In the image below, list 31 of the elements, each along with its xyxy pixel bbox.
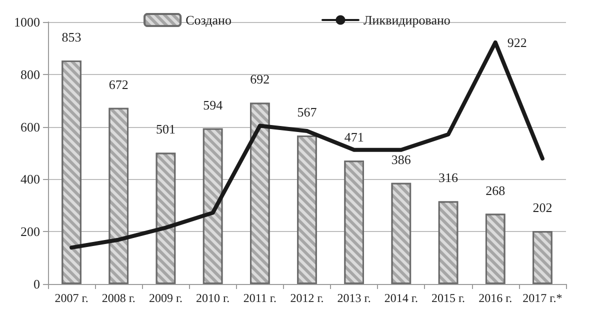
- data-label: 692: [250, 72, 270, 87]
- x-tick-label: 2016 г.: [478, 291, 512, 305]
- x-tick-label: 2008 г.: [102, 291, 136, 305]
- y-tick-label: 1000: [14, 14, 40, 30]
- x-tick-label: 2010 г.: [196, 291, 230, 305]
- y-tick-label: 800: [20, 66, 40, 82]
- data-label: 202: [532, 200, 552, 216]
- data-label: 567: [297, 104, 318, 120]
- x-tick-label: 2011 г.: [243, 291, 276, 305]
- x-tick-label: 2009 г.: [148, 291, 183, 305]
- x-tick-label: 2013 г.: [337, 291, 371, 305]
- data-label: 594: [203, 97, 224, 112]
- data-label: 386: [391, 152, 412, 167]
- x-tick-label: 2007 г.: [54, 291, 88, 305]
- y-tick-label: 600: [20, 119, 40, 134]
- x-tick-label: 2012 г.: [290, 291, 324, 305]
- data-label: 853: [62, 30, 82, 45]
- data-label: 268: [486, 182, 506, 198]
- x-tick-label: 2015 г.: [431, 291, 466, 305]
- data-label: 471: [344, 130, 364, 145]
- data-label: 922: [507, 34, 527, 50]
- x-tick-label: 2014 г.: [384, 291, 418, 305]
- y-tick-label: 0: [34, 276, 40, 292]
- legend-label: Создано: [186, 12, 232, 28]
- y-tick-label: 400: [20, 172, 40, 187]
- data-label: 501: [156, 122, 176, 137]
- x-tick-label: 2017 г.*: [522, 291, 562, 305]
- y-tick-label: 200: [20, 224, 40, 240]
- data-label: 316: [438, 170, 459, 186]
- legend-label: Ликвидировано: [363, 12, 450, 28]
- data-label: 672: [108, 76, 128, 92]
